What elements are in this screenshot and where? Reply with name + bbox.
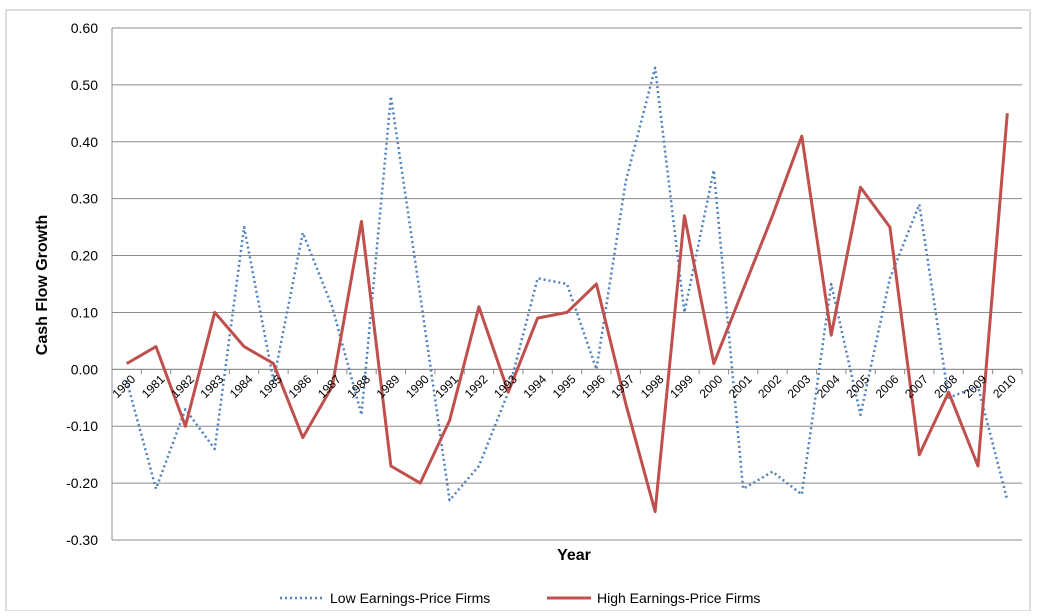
y-tick-label: 0.40 <box>71 134 98 150</box>
x-axis-label: Year <box>557 547 591 564</box>
series-lines <box>125 66 1009 514</box>
y-tick-label: 0.60 <box>71 20 98 36</box>
y-tick-label: -0.30 <box>66 532 98 548</box>
series-line-low-ep <box>125 66 1009 502</box>
y-tick-label: -0.20 <box>66 475 98 491</box>
y-tick-label: 0.10 <box>71 304 98 320</box>
axes <box>111 28 1023 540</box>
y-tick-labels: 0.60 0.50 0.40 0.30 0.20 0.10 0.00 -0.10 -0.20 -0… <box>66 20 98 548</box>
y-tick-label: 0.50 <box>71 77 98 93</box>
legend-label: High Earnings-Price Firms <box>597 590 760 606</box>
y-axis-label: Cash Flow Growth <box>34 215 51 355</box>
y-tick-label: -0.10 <box>66 418 98 434</box>
legend-label: Low Earnings-Price Firms <box>330 590 490 606</box>
y-tick-label: 0.30 <box>71 191 98 207</box>
y-tick-label: 0.00 <box>71 361 98 377</box>
series-line-high-ep <box>125 113 1009 514</box>
legend: Low Earnings-Price Firms High Earnings-Pr… <box>280 590 760 606</box>
y-tick-label: 0.20 <box>71 248 98 264</box>
